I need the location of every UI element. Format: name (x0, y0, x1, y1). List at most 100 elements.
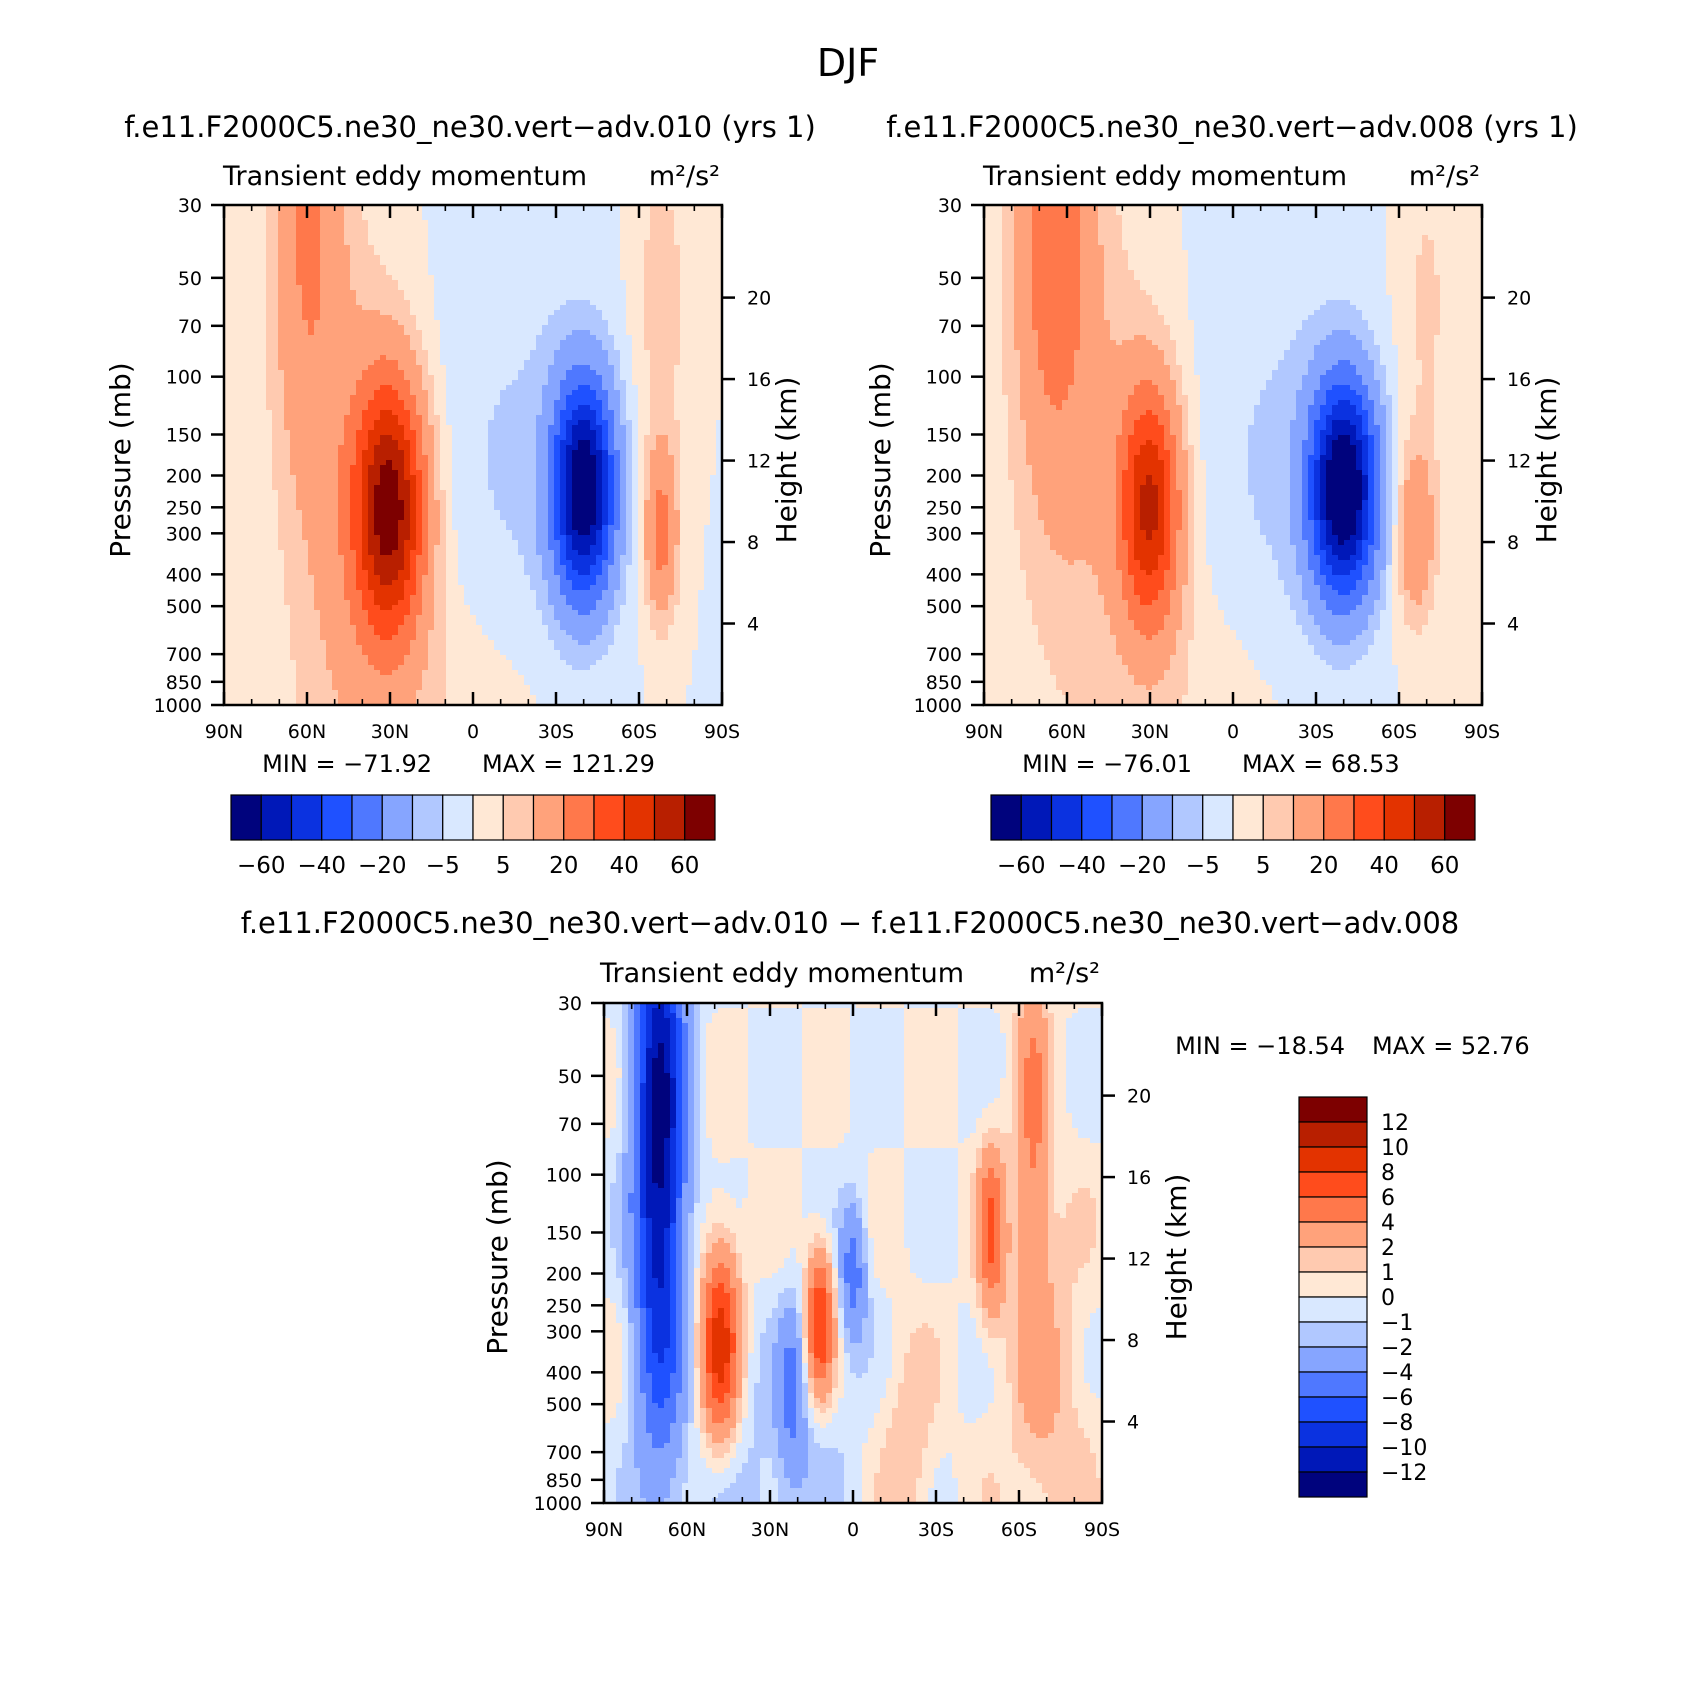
field-cell (248, 575, 255, 581)
field-cell (248, 385, 255, 391)
field-cell (398, 530, 405, 536)
field-cell (296, 650, 303, 656)
field-cell (392, 585, 399, 591)
field-cell (248, 235, 255, 241)
field-cell (344, 505, 351, 511)
field-cell (356, 435, 363, 441)
field-cell (332, 530, 339, 536)
field-cell (476, 575, 483, 581)
field-cell (242, 365, 249, 371)
field-cell (464, 580, 471, 586)
field-cell (272, 265, 279, 271)
field-cell (416, 570, 423, 576)
field-cell (302, 380, 309, 386)
field-cell (308, 530, 315, 536)
field-cell (392, 665, 399, 671)
field-cell (494, 325, 501, 331)
field-cell (344, 695, 351, 701)
field-cell (320, 645, 327, 651)
field-cell (320, 415, 327, 421)
field-cell (410, 295, 417, 301)
field-cell (500, 565, 507, 571)
field-cell (488, 410, 495, 416)
field-cell (356, 305, 363, 311)
field-cell (476, 515, 483, 521)
field-cell (260, 465, 267, 471)
field-cell (452, 290, 459, 296)
field-cell (278, 265, 285, 271)
field-cell (482, 520, 489, 526)
field-cell (434, 695, 441, 701)
field-cell (362, 610, 369, 616)
field-cell (380, 290, 387, 296)
field-cell (404, 405, 411, 411)
field-cell (452, 690, 459, 696)
field-cell (452, 565, 459, 571)
field-cell (410, 635, 417, 641)
field-cell (308, 570, 315, 576)
field-cell (470, 650, 477, 656)
field-cell (440, 605, 447, 611)
field-cell (230, 330, 237, 336)
field-cell (248, 275, 255, 281)
field-cell (428, 630, 435, 636)
field-cell (224, 445, 231, 451)
field-cell (356, 480, 363, 486)
field-cell (314, 590, 321, 596)
field-cell (236, 655, 243, 661)
field-cell (404, 310, 411, 316)
field-cell (398, 380, 405, 386)
field-cell (422, 305, 429, 311)
field-cell (494, 235, 501, 241)
field-cell (380, 550, 387, 556)
field-cell (470, 560, 477, 566)
field-cell (446, 655, 453, 661)
field-cell (452, 545, 459, 551)
field-cell (434, 445, 441, 451)
field-cell (428, 500, 435, 506)
field-cell (260, 570, 267, 576)
field-cell (332, 455, 339, 461)
field-cell (350, 630, 357, 636)
field-cell (260, 565, 267, 571)
field-cell (470, 220, 477, 226)
field-cell (380, 445, 387, 451)
field-cell (224, 595, 231, 601)
field-cell (494, 505, 501, 511)
field-cell (410, 445, 417, 451)
field-cell (290, 535, 297, 541)
field-cell (506, 640, 513, 646)
field-cell (260, 300, 267, 306)
field-cell (404, 505, 411, 511)
field-cell (488, 435, 495, 441)
field-cell (482, 285, 489, 291)
field-cell (422, 420, 429, 426)
field-cell (320, 465, 327, 471)
field-cell (470, 605, 477, 611)
field-cell (284, 375, 291, 381)
field-cell (344, 365, 351, 371)
field-cell (230, 420, 237, 426)
field-cell (434, 590, 441, 596)
field-cell (428, 660, 435, 666)
field-cell (326, 685, 333, 691)
field-cell (518, 415, 525, 421)
field-cell (398, 210, 405, 216)
field-cell (434, 390, 441, 396)
field-cell (338, 550, 345, 556)
field-cell (356, 645, 363, 651)
field-cell (248, 365, 255, 371)
field-cell (428, 430, 435, 436)
field-cell (458, 435, 465, 441)
field-cell (350, 685, 357, 691)
field-cell (452, 305, 459, 311)
field-cell (266, 630, 273, 636)
field-cell (434, 385, 441, 391)
field-cell (260, 215, 267, 221)
field-cell (470, 355, 477, 361)
field-cell (500, 530, 507, 536)
field-cell (368, 300, 375, 306)
field-cell (374, 665, 381, 671)
field-cell (266, 360, 273, 366)
field-cell (482, 225, 489, 231)
